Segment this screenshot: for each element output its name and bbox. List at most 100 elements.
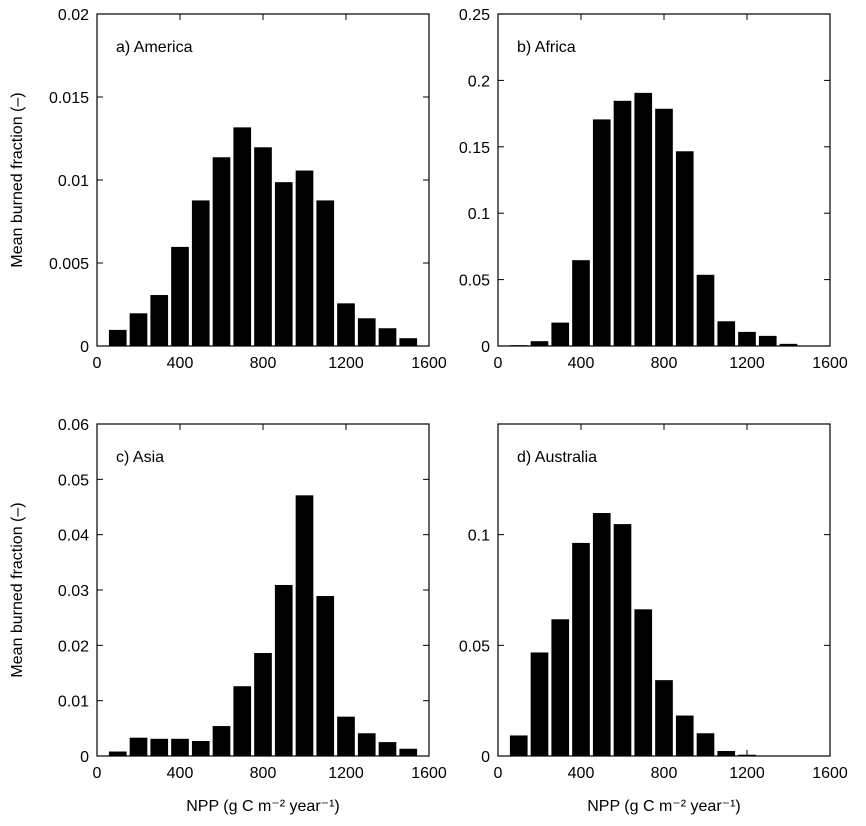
panel-title-b: b) Africa [517, 39, 576, 56]
x-tick-label-b-2: 800 [651, 355, 678, 372]
x-tick-label-a-2: 800 [250, 355, 277, 372]
bar-a-14 [398, 337, 419, 347]
bar-b-9 [695, 273, 716, 347]
y-tick-label-c-2: 0.02 [58, 638, 89, 655]
bar-d-2 [550, 618, 571, 757]
bar-c-0 [107, 750, 128, 757]
bar-d-6 [633, 608, 654, 757]
bar-c-12 [356, 732, 377, 757]
x-tick-label-b-1: 400 [568, 355, 595, 372]
bar-b-4 [591, 118, 612, 347]
panel-title-a: a) America [116, 39, 193, 56]
bar-b-2 [550, 321, 571, 347]
bar-c-10 [315, 595, 336, 757]
bar-c-6 [232, 685, 253, 757]
x-axis-label-d: NPP (g C m⁻² year⁻¹) [587, 798, 741, 815]
bar-d-0 [508, 734, 529, 757]
bar-a-11 [336, 302, 356, 347]
x-axis-label-c: NPP (g C m⁻² year⁻¹) [186, 798, 340, 815]
bar-c-2 [149, 737, 170, 757]
bar-c-13 [377, 741, 398, 757]
y-tick-label-b-5: 0.25 [459, 7, 490, 24]
bar-a-7 [253, 146, 273, 347]
y-tick-label-b-3: 0.15 [459, 140, 490, 157]
bar-c-9 [294, 494, 315, 757]
y-tick-label-b-4: 0.2 [468, 73, 490, 90]
bar-a-13 [377, 327, 398, 347]
x-tick-label-d-1: 400 [568, 765, 595, 782]
bar-a-9 [294, 169, 315, 347]
bar-c-14 [398, 747, 419, 757]
bar-a-3 [170, 245, 190, 347]
panel-title-c: c) Asia [116, 449, 164, 466]
x-tick-label-b-4: 1600 [812, 355, 848, 372]
y-tick-label-c-1: 0.01 [58, 694, 89, 711]
y-tick-label-d-0: 0 [481, 749, 490, 766]
y-tick-label-c-3: 0.03 [58, 583, 89, 600]
bar-a-8 [273, 181, 294, 347]
y-axis-label-a: Mean burned fraction (–) [9, 92, 26, 267]
bar-d-7 [654, 679, 674, 757]
bar-a-12 [356, 317, 377, 347]
y-tick-label-b-2: 0.1 [468, 206, 490, 223]
bar-b-8 [674, 150, 695, 347]
bar-a-10 [315, 199, 336, 347]
bar-d-9 [695, 732, 716, 757]
y-tick-label-d-1: 0.05 [459, 638, 490, 655]
bar-d-5 [612, 523, 633, 757]
x-tick-label-d-2: 800 [651, 765, 678, 782]
bar-d-1 [529, 651, 550, 757]
bar-c-8 [273, 583, 294, 757]
bar-d-4 [591, 512, 612, 757]
bar-b-10 [716, 320, 737, 347]
panel-d: 0 400 800 1200 1600 0 0.05 0.1 d) Australia NPP (… [459, 423, 848, 815]
x-tick-label-b-0: 0 [494, 355, 503, 372]
y-axis-label-c: Mean burned fraction (–) [9, 502, 26, 677]
panel-b: 0 400 800 1200 1600 0 0.05 0.1 0.15 0.2 0.25 b) Afr… [459, 7, 848, 372]
panel-title-d: d) Australia [517, 449, 597, 466]
y-tick-label-a-3: 0.015 [49, 90, 89, 107]
y-tick-label-b-0: 0 [481, 339, 490, 356]
bar-a-5 [211, 156, 232, 347]
y-tick-label-c-4: 0.04 [58, 528, 89, 545]
bar-a-1 [128, 312, 149, 347]
bar-a-4 [190, 199, 211, 347]
y-tick-label-b-1: 0.05 [459, 273, 490, 290]
x-tick-label-c-2: 800 [250, 765, 277, 782]
panel-c: 0 400 800 1200 1600 0 0.01 0.02 0.03 0.04 0.05 0.06… [9, 417, 447, 815]
panel-a: 0 400 800 1200 1600 0 0.005 0.01 0.015 0.02 a) Ame… [9, 7, 447, 372]
x-tick-label-d-3: 1200 [729, 765, 765, 782]
x-tick-label-c-0: 0 [93, 765, 102, 782]
x-tick-label-d-0: 0 [494, 765, 503, 782]
bar-c-5 [211, 725, 232, 757]
bar-d-3 [571, 541, 591, 757]
x-tick-label-c-1: 400 [167, 765, 194, 782]
y-tick-label-a-4: 0.02 [58, 7, 89, 24]
bar-b-3 [571, 259, 591, 347]
bar-c-1 [128, 736, 149, 757]
x-tick-label-a-3: 1200 [328, 355, 364, 372]
x-tick-label-a-0: 0 [93, 355, 102, 372]
y-tick-label-a-1: 0.005 [49, 256, 89, 273]
bar-b-12 [757, 334, 778, 347]
bar-b-5 [612, 99, 633, 347]
y-tick-label-c-0: 0 [80, 749, 89, 766]
x-tick-label-c-3: 1200 [328, 765, 364, 782]
bar-a-2 [149, 294, 170, 347]
bar-c-4 [190, 740, 211, 757]
x-tick-label-a-1: 400 [167, 355, 194, 372]
x-tick-label-c-4: 1600 [411, 765, 447, 782]
y-tick-label-a-0: 0 [80, 339, 89, 356]
bar-a-6 [232, 126, 253, 347]
bar-d-8 [674, 714, 695, 757]
y-tick-label-a-2: 0.01 [58, 173, 89, 190]
bar-b-6 [633, 91, 654, 347]
y-tick-label-d-2: 0.1 [468, 528, 490, 545]
y-tick-label-c-6: 0.06 [58, 417, 89, 434]
bar-d-10 [716, 749, 737, 757]
x-tick-label-b-3: 1200 [729, 355, 765, 372]
bar-c-7 [253, 652, 273, 757]
bar-a-0 [107, 328, 128, 347]
x-tick-label-d-4: 1600 [812, 765, 848, 782]
